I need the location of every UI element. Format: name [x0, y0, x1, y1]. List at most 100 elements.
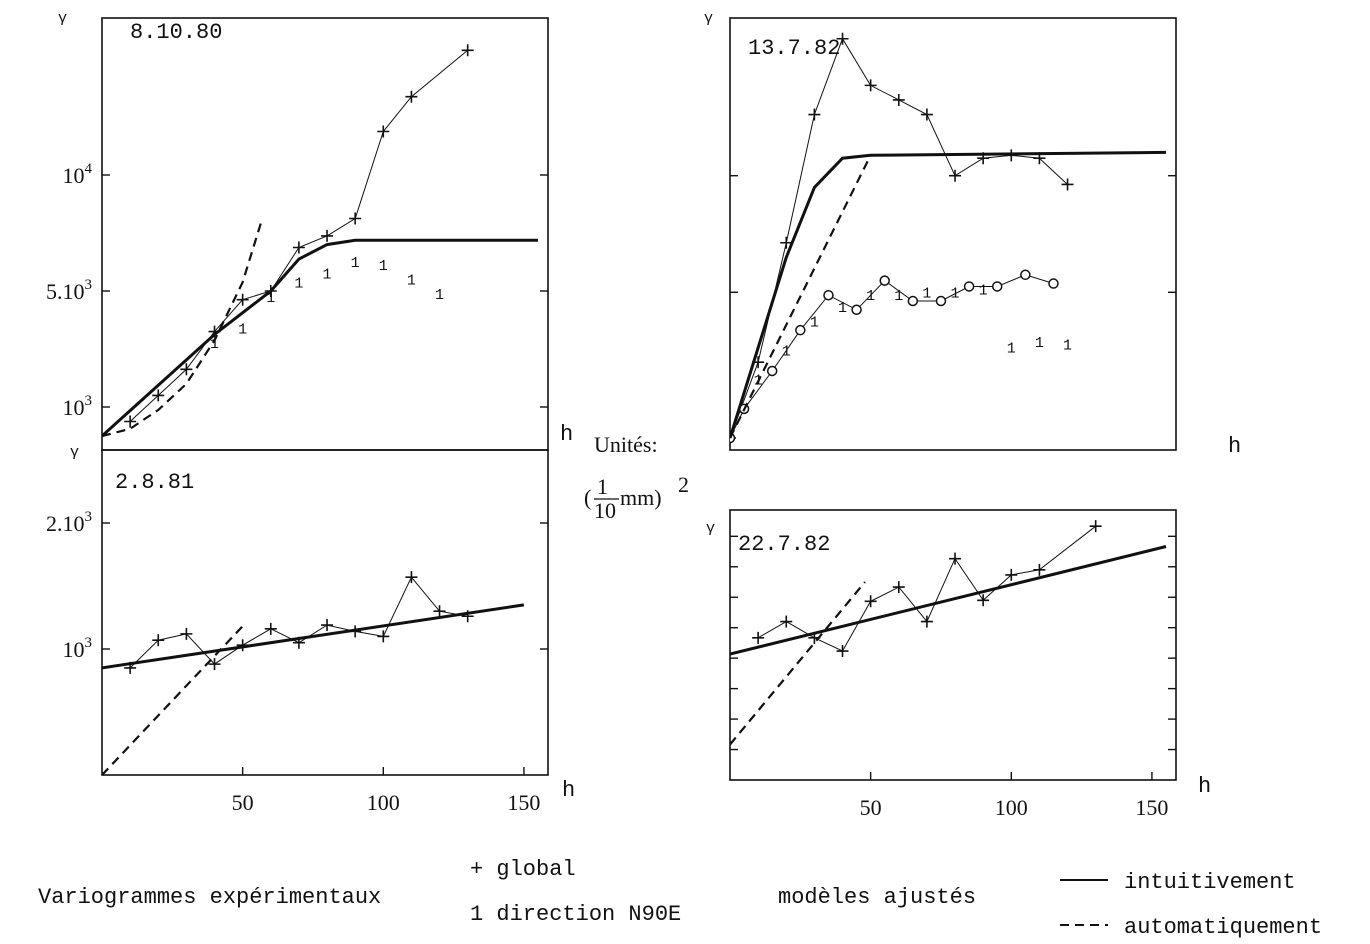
y-tick-label: 103 — [63, 635, 93, 662]
legend-direction: 1 direction N90E — [470, 902, 681, 927]
point-circle — [851, 304, 862, 316]
legend-models-title: modèles ajustés — [778, 885, 976, 910]
y-tick-label: 104 — [63, 161, 93, 188]
point-n90e: 1 — [210, 336, 219, 353]
point-global — [977, 594, 990, 607]
x-tick-label: 100 — [995, 795, 1028, 820]
panel-2-8-81: 2.8.81 γ h 103 2.103 50 100 150 — [46, 444, 575, 815]
point-global — [920, 108, 933, 121]
plot-frame — [729, 509, 1177, 781]
point-global — [264, 622, 277, 635]
point-global — [461, 44, 474, 57]
fit-line-intuitive — [102, 603, 525, 670]
y-tick-label: 5.103 — [46, 277, 92, 304]
panel-8-10-80: 8.10.80 γ h 103 5.103 104 1 1 1 1 1 1 1 1 1 — [46, 10, 573, 451]
point-circle — [991, 281, 1003, 292]
point-global — [152, 634, 165, 647]
fit-line-intuitive — [730, 545, 1167, 656]
point-n90e: 1 — [1035, 335, 1044, 352]
point-global — [405, 90, 418, 103]
point-global — [180, 363, 193, 376]
x-tick-label: 50 — [232, 790, 254, 815]
point-n90e: 1 — [810, 314, 819, 331]
x-axis-label: h — [560, 422, 573, 447]
plot-area — [730, 520, 1167, 746]
point-global — [152, 389, 165, 402]
units-paren-open: ( — [584, 485, 591, 510]
plot-frame — [101, 449, 549, 776]
plot-frame — [729, 17, 1177, 451]
point-global — [920, 615, 933, 628]
x-tick-label: 150 — [507, 790, 540, 815]
units-label: Unités: — [594, 432, 658, 457]
point-n90e: 1 — [266, 290, 275, 307]
point-global — [752, 631, 765, 644]
point-n90e: 1 — [838, 300, 847, 317]
point-n90e: 1 — [351, 255, 360, 272]
point-circle — [907, 295, 919, 307]
y-tick-label: 2.103 — [46, 509, 92, 536]
fit-line-automatic — [102, 625, 244, 775]
point-n90e: 1 — [894, 288, 903, 305]
point-circle — [935, 295, 947, 307]
legend: Variogrammes expérimentaux + global 1 di… — [38, 857, 1322, 940]
point-n90e: 1 — [922, 285, 931, 302]
point-circle — [823, 289, 834, 301]
point-global — [349, 212, 362, 225]
units-annotation: Unités: ( 1 10 mm) 2 — [584, 432, 689, 523]
point-global — [236, 293, 249, 306]
point-global — [949, 169, 962, 182]
x-tick-label: 150 — [1135, 795, 1168, 820]
point-global — [321, 619, 334, 632]
y-tick-label: 103 — [63, 393, 93, 420]
point-n90e: 1 — [951, 285, 960, 302]
point-n90e: 1 — [1063, 338, 1072, 355]
plot-area — [102, 571, 525, 775]
y-axis-label: γ — [704, 10, 713, 27]
point-circle — [795, 324, 806, 336]
units-unit: mm) — [620, 485, 662, 510]
point-n90e: 1 — [782, 344, 791, 361]
point-global — [836, 645, 849, 658]
x-tick-label: 100 — [367, 790, 400, 815]
units-frac-den: 10 — [594, 498, 616, 523]
point-circle — [963, 281, 975, 292]
point-global — [1061, 178, 1074, 191]
plot-area: 1 1 1 1 1 1 1 1 1 — [102, 44, 538, 438]
fit-line-automatic — [730, 154, 872, 439]
x-axis-label: h — [562, 778, 575, 803]
point-n90e: 1 — [435, 287, 444, 304]
x-tick-label: 50 — [860, 795, 882, 820]
panel-title: 13.7.82 — [748, 36, 840, 61]
point-global — [321, 229, 334, 242]
point-global — [208, 658, 221, 671]
point-circle — [766, 365, 778, 377]
units-exponent: 2 — [678, 472, 689, 497]
point-circle — [1020, 269, 1031, 281]
point-global — [949, 552, 962, 565]
series-line — [129, 576, 468, 669]
point-global — [780, 615, 793, 628]
y-axis-label: γ — [58, 10, 67, 27]
x-axis-label: h — [1228, 434, 1241, 459]
legend-automatic: automatiquement — [1124, 915, 1322, 940]
point-n90e: 1 — [1007, 341, 1016, 358]
point-global — [292, 241, 305, 254]
point-circle — [1048, 278, 1059, 289]
point-n90e: 1 — [866, 288, 875, 305]
point-n90e: 1 — [407, 272, 416, 289]
point-global — [433, 605, 446, 618]
x-axis-label: h — [1198, 774, 1211, 799]
point-global — [377, 125, 390, 138]
legend-global: + global — [470, 857, 576, 882]
point-global — [808, 108, 821, 121]
point-global — [1005, 568, 1018, 581]
panel-title: 2.8.81 — [115, 470, 194, 495]
point-global — [405, 571, 418, 584]
legend-experimental-title: Variogrammes expérimentaux — [38, 885, 381, 910]
point-n90e: 1 — [323, 267, 332, 284]
point-n90e: 1 — [379, 258, 388, 275]
